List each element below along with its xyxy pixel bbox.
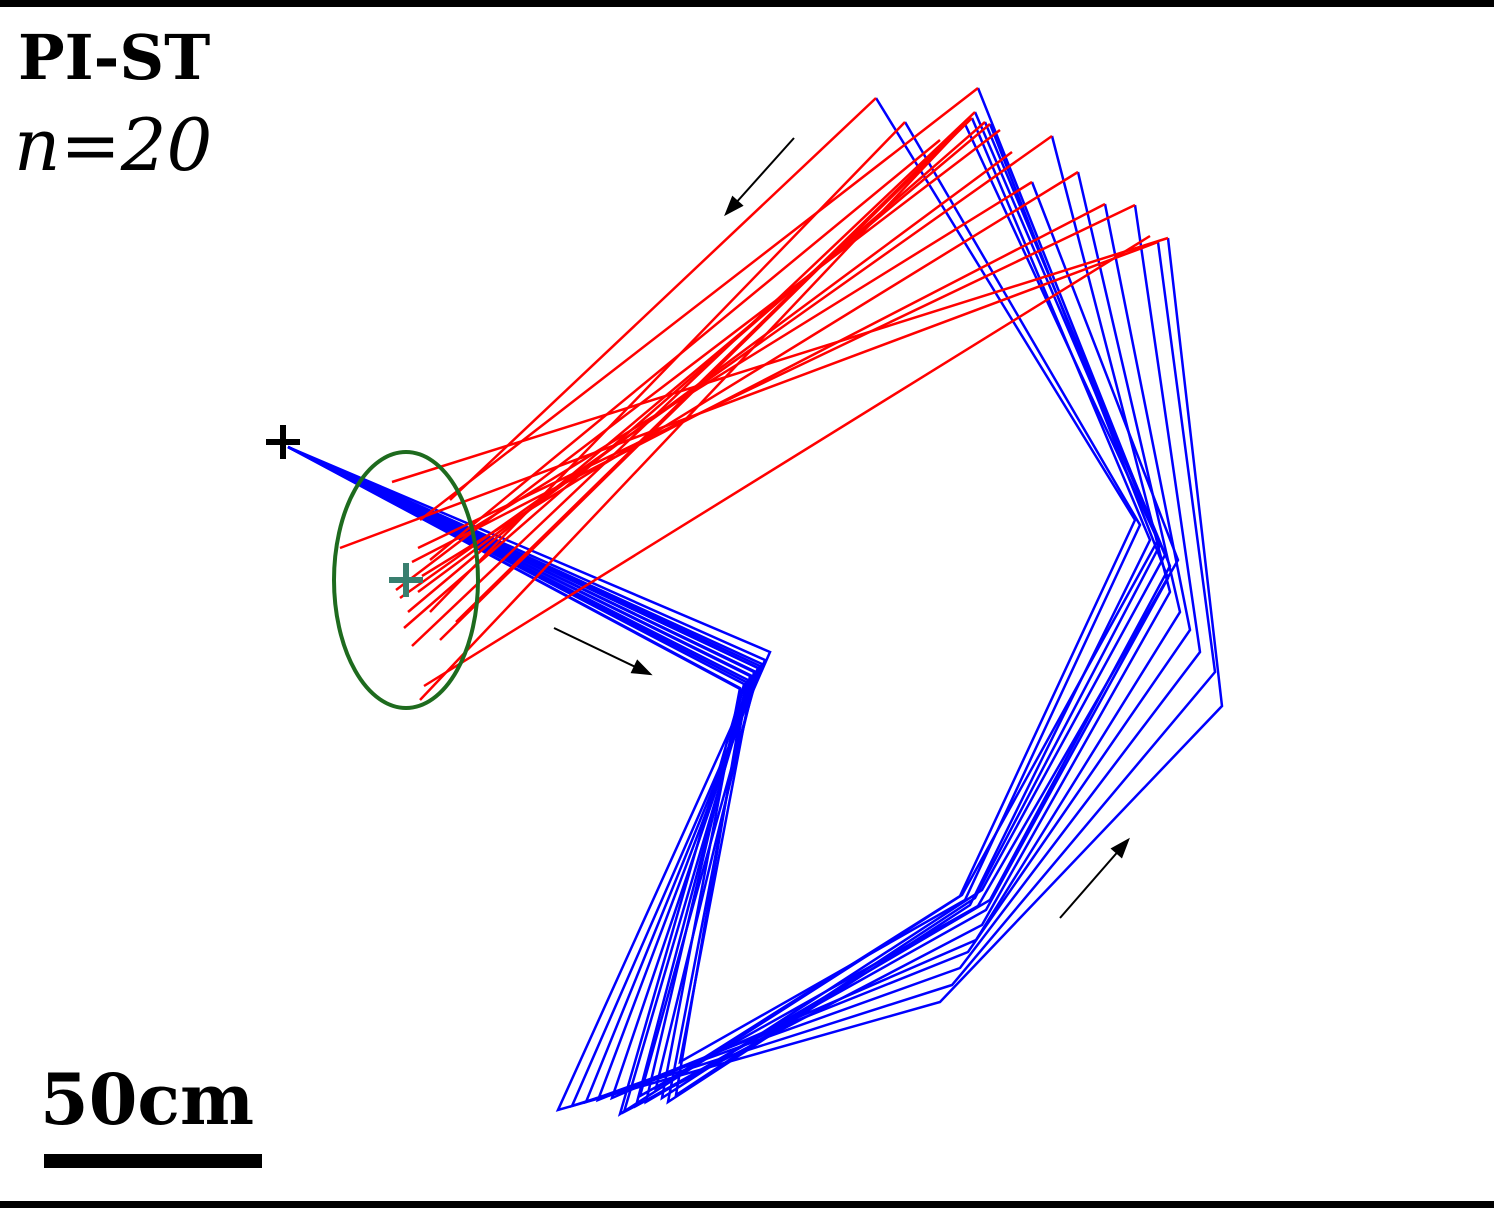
outward-path-4 xyxy=(287,203,1192,1103)
return-path-14 xyxy=(419,87,979,521)
direction-arrows xyxy=(553,137,1130,919)
frame-bottom-border xyxy=(0,1201,1494,1208)
return-path-15 xyxy=(469,180,1033,532)
return-path-6 xyxy=(399,134,1053,600)
return-path-8 xyxy=(403,121,986,629)
outward-paths xyxy=(287,87,1224,1117)
outward-path-10 xyxy=(287,123,1162,1098)
scale-bar xyxy=(44,1154,262,1168)
return-path-17 xyxy=(429,139,941,561)
outward-path-11 xyxy=(287,117,1152,1105)
direction-arrow-1 xyxy=(724,137,795,217)
endpoint-ellipse xyxy=(332,450,480,710)
direction-arrow-3 xyxy=(1059,837,1130,919)
return-path-12 xyxy=(429,121,906,613)
outward-path-15 xyxy=(287,181,1180,1099)
return-path-20 xyxy=(423,234,1151,688)
frame-top-border xyxy=(0,0,1494,7)
condition-label: PI-ST xyxy=(18,21,211,94)
outward-path-12 xyxy=(287,121,1142,1065)
endpoint-mean-icon xyxy=(389,563,423,597)
direction-arrow-2 xyxy=(553,627,653,676)
return-path-18 xyxy=(417,150,1013,594)
return-path-2 xyxy=(339,240,1159,550)
return-path-7 xyxy=(407,123,991,613)
outward-path-13 xyxy=(287,97,1137,1091)
return-path-4 xyxy=(411,202,1106,564)
outward-path-9 xyxy=(287,111,1167,1101)
return-path-3 xyxy=(417,203,1136,550)
outward-path-2 xyxy=(287,241,1217,1109)
start-marker-icon xyxy=(266,425,300,459)
return-path-10 xyxy=(419,123,966,701)
return-path-19 xyxy=(455,127,961,623)
return-paths xyxy=(339,87,1169,701)
return-path-9 xyxy=(411,111,976,647)
outward-path-8 xyxy=(287,121,1172,1105)
return-path-16 xyxy=(395,129,1001,591)
outward-path-14 xyxy=(287,87,1160,1117)
trials-count-label: n=20 xyxy=(14,103,213,187)
return-path-13 xyxy=(449,97,877,501)
scale-label: 50cm xyxy=(40,1058,255,1141)
